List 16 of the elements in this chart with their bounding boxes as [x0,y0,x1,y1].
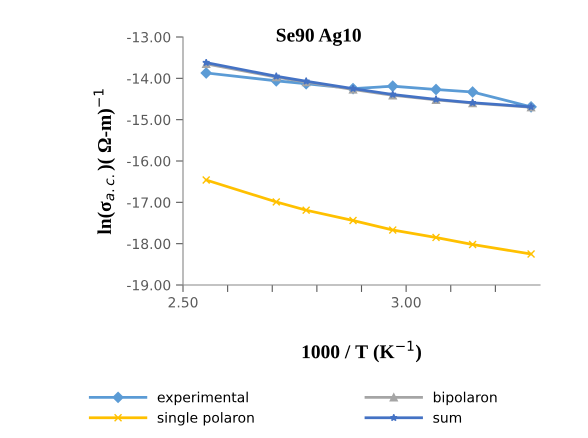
x-tick-label: 2.50 [168,297,198,308]
y-tick-label: -19.00 [127,280,170,290]
x-axis-title: 1000 / T (K$^{−1}$) [302,340,421,362]
chart-title: Se90 Ag10 [276,28,361,46]
legend-label: experimental [158,392,248,406]
y-tick-label: -17.00 [127,197,170,208]
y-tick-label: -14.00 [127,73,170,84]
y-axis-title: ln(σ$_{a.c.}$)( Ω-m)$^{−1}$ [94,89,116,234]
legend-label: single polaron [158,412,254,426]
y-tick-label: -16.00 [127,156,170,166]
legend-label: sum [433,414,462,423]
y-tick-label: -15.00 [127,114,170,126]
legend-label: bipolaron [434,392,497,406]
x-tick-label: 3.00 [392,297,421,308]
y-tick-label: -13.00 [127,32,170,42]
y-tick-label: -18.00 [127,238,170,250]
